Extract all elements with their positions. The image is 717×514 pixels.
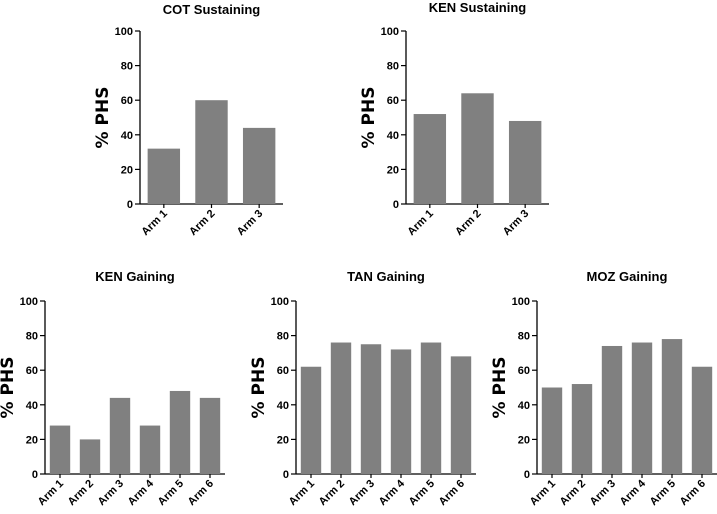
chart-title: TAN Gaining	[347, 269, 425, 284]
y-tick-label: 80	[121, 61, 133, 73]
bar-arm-2	[461, 93, 494, 204]
x-tick-label: Arm 2	[453, 208, 484, 239]
x-tick-label: Arm 5	[648, 478, 679, 509]
bar-arm-1	[413, 114, 447, 204]
x-tick-label: Arm 1	[139, 208, 170, 239]
y-tick-label: 20	[277, 434, 289, 446]
chart-title: KEN Sustaining	[429, 0, 527, 15]
x-tick-label: Arm 6	[678, 478, 709, 509]
bar-arm-1	[300, 366, 322, 474]
bar-arm-2	[571, 384, 593, 474]
y-tick-label: 40	[277, 400, 289, 412]
y-tick-label: 100	[115, 26, 133, 38]
bar-arm-5	[420, 342, 442, 474]
bar-arm-3	[601, 345, 623, 474]
bar-arm-3	[508, 120, 542, 204]
bar-arm-6	[691, 366, 713, 474]
y-tick-label: 80	[277, 331, 289, 343]
bar-arm-1	[49, 425, 71, 474]
bar-arm-4	[139, 425, 161, 474]
bar-arm-1	[147, 148, 181, 204]
y-tick-label: 40	[121, 130, 133, 142]
y-tick-label: 60	[26, 365, 38, 377]
y-tick-label: 20	[121, 164, 133, 176]
y-tick-label: 40	[26, 400, 38, 412]
x-tick-label: Arm 2	[187, 208, 218, 239]
x-tick-label: Arm 3	[501, 208, 532, 239]
x-tick-label: Arm 4	[377, 477, 408, 508]
x-tick-label: Arm 1	[528, 478, 559, 509]
y-tick-label: 40	[518, 400, 530, 412]
y-tick-label: 40	[387, 130, 399, 142]
y-tick-label: 80	[518, 331, 530, 343]
y-tick-label: 80	[387, 61, 399, 73]
x-tick-label: Arm 3	[96, 478, 127, 509]
chart-title: KEN Gaining	[95, 269, 175, 284]
chart-title: MOZ Gaining	[587, 269, 668, 284]
x-tick-label: Arm 1	[36, 478, 67, 509]
y-axis-label: % PHS	[490, 357, 510, 419]
bar-arm-4	[631, 342, 653, 474]
x-tick-label: Arm 3	[347, 478, 378, 509]
x-tick-label: Arm 2	[558, 478, 589, 509]
x-tick-label: Arm 5	[407, 478, 438, 509]
y-tick-label: 0	[127, 199, 133, 211]
bar-arm-2	[195, 100, 228, 204]
chart-panel-2: KEN Sustaining % PHS 0 20 40 60 80 100 Arm 1 Arm …	[359, 0, 549, 238]
chart-panel-1: COT Sustaining % PHS 0 20 40 60 80 100 Arm 1 Arm …	[93, 2, 283, 238]
x-tick-label: Arm 2	[317, 478, 348, 509]
x-tick-label: Arm 6	[186, 478, 217, 509]
x-tick-label: Arm 3	[235, 208, 266, 239]
x-tick-label: Arm 2	[66, 478, 97, 509]
y-tick-label: 0	[283, 469, 289, 481]
bar-arm-6	[199, 397, 221, 474]
bar-arm-2	[79, 439, 101, 474]
x-tick-label: Arm 1	[287, 478, 318, 509]
y-axis-label: % PHS	[0, 357, 18, 419]
bar-arm-5	[169, 390, 191, 474]
y-tick-label: 100	[20, 296, 38, 308]
x-tick-label: Arm 4	[618, 477, 649, 508]
bar-arm-4	[390, 349, 412, 474]
x-tick-label: Arm 3	[588, 478, 619, 509]
bar-arm-3	[109, 397, 131, 474]
y-axis-label: % PHS	[249, 357, 269, 419]
y-tick-label: 80	[26, 331, 38, 343]
y-tick-label: 60	[121, 95, 133, 107]
y-tick-label: 60	[387, 95, 399, 107]
bar-arm-6	[450, 356, 472, 474]
y-tick-label: 0	[393, 199, 399, 211]
y-tick-label: 100	[381, 26, 399, 38]
x-tick-label: Arm 1	[405, 208, 436, 239]
bar-arm-1	[541, 387, 563, 474]
x-tick-label: Arm 6	[437, 478, 468, 509]
y-tick-label: 60	[277, 365, 289, 377]
y-tick-label: 0	[524, 469, 530, 481]
bar-arm-5	[661, 339, 683, 474]
y-tick-label: 20	[518, 434, 530, 446]
bar-arm-3	[242, 127, 276, 204]
y-tick-label: 0	[32, 469, 38, 481]
x-tick-label: Arm 5	[156, 478, 187, 509]
bar-arm-3	[360, 344, 382, 474]
y-tick-label: 60	[518, 365, 530, 377]
y-axis-label: % PHS	[93, 87, 113, 149]
y-tick-label: 100	[512, 296, 530, 308]
y-tick-label: 20	[387, 164, 399, 176]
y-tick-label: 100	[271, 296, 289, 308]
y-axis-label: % PHS	[359, 87, 379, 149]
x-tick-label: Arm 4	[126, 477, 157, 508]
y-tick-label: 20	[26, 434, 38, 446]
chart-title: COT Sustaining	[163, 2, 261, 17]
bar-arm-2	[330, 342, 352, 474]
